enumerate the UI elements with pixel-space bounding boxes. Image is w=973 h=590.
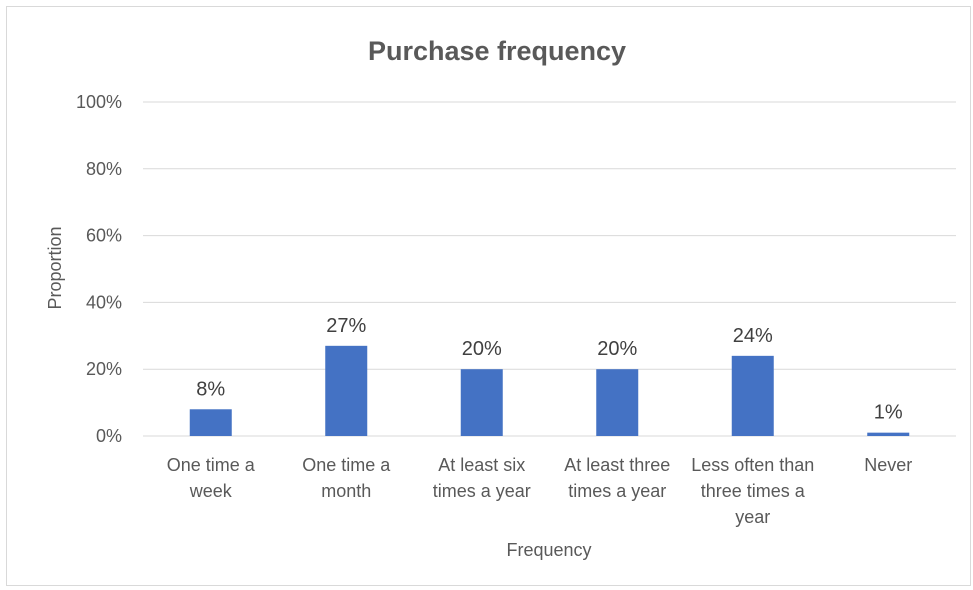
data-label: 20%	[597, 338, 637, 360]
x-tick-label: One time a month	[302, 455, 391, 501]
bar	[731, 355, 774, 436]
bar	[325, 345, 368, 436]
y-tick-label: 60%	[86, 226, 122, 246]
x-tick-labels: One time a week One time a month At least si…	[167, 455, 913, 527]
bar	[189, 409, 232, 436]
chart-title: Purchase frequency	[368, 36, 626, 66]
bars	[189, 345, 910, 436]
chart-frame	[6, 6, 971, 586]
y-tick-label: 0%	[96, 426, 122, 446]
x-tick-label: Less often than three times a year	[691, 455, 814, 527]
bar	[596, 369, 639, 436]
y-tick-label: 40%	[86, 292, 122, 312]
x-tick-label: One time a week	[167, 455, 256, 501]
x-tick-label: At least six times a year	[433, 455, 531, 501]
y-axis-title: Proportion	[45, 226, 65, 309]
data-label: 24%	[733, 325, 773, 347]
x-tick-label: Never	[864, 455, 912, 475]
data-label: 1%	[874, 402, 903, 424]
y-tick-label: 100%	[76, 92, 122, 112]
y-tick-label: 20%	[86, 359, 122, 379]
x-tick-label: At least three times a year	[564, 455, 670, 501]
data-labels: 8% 27% 20% 20% 24% 1%	[196, 315, 903, 424]
bar	[460, 369, 503, 436]
data-label: 8%	[196, 378, 225, 400]
y-tick-label: 80%	[86, 159, 122, 179]
x-axis-title: Frequency	[506, 540, 591, 560]
data-label: 27%	[326, 315, 366, 337]
bar	[867, 432, 910, 436]
gridlines: 0% 20% 40% 60% 80% 100%	[76, 92, 956, 446]
data-label: 20%	[462, 338, 502, 360]
